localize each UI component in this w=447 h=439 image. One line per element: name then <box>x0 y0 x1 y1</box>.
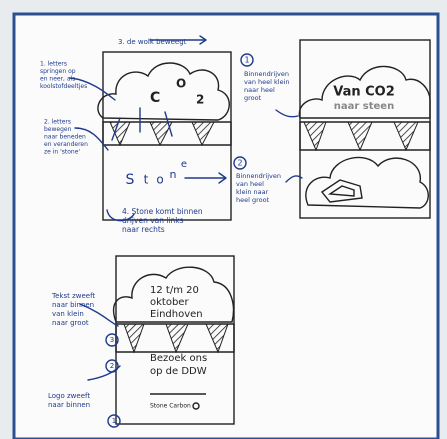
note: 2. letters <box>44 119 71 126</box>
note: groot <box>244 94 262 102</box>
marker: 1 <box>244 56 249 65</box>
paper <box>14 14 438 439</box>
sketch-page: 3. de wolk beweegt1. lettersspringen ope… <box>0 0 447 439</box>
note: van klein <box>52 310 84 318</box>
marker: 1 <box>112 417 116 425</box>
note: naar rechts <box>122 225 165 234</box>
box-text: op de DDW <box>150 366 207 377</box>
box-text: Bezoek ons <box>150 353 207 364</box>
note: 1. letters <box>40 61 67 68</box>
note: Binnendrijven <box>244 70 289 78</box>
note: 4. Stone komt binnen <box>122 207 203 216</box>
note: koolstofdeeltjes <box>40 83 87 90</box>
note: naar groot <box>52 319 89 327</box>
stone-letter: S <box>126 172 135 188</box>
headline: Van CO2 <box>333 85 395 100</box>
note: naar binnen <box>48 401 90 409</box>
note: Logo zweeft <box>48 392 90 400</box>
note: en veranderen <box>44 141 88 148</box>
cloud-letter: 2 <box>196 93 204 107</box>
logo: Stone Carbon <box>150 403 191 410</box>
stone-letter: t <box>144 173 149 187</box>
cloud-letter: C <box>150 90 160 106</box>
cloud-text: 12 t/m 20 <box>150 285 199 296</box>
note: naar beneden <box>44 134 86 141</box>
headline: naar steen <box>334 101 394 112</box>
stone-letter: o <box>156 173 163 187</box>
stone-letter: e <box>181 159 187 170</box>
cloud-letter: O <box>176 77 186 91</box>
note: Binnendrijven <box>236 172 281 180</box>
note: naar heel <box>244 86 275 94</box>
note: 3. de wolk beweegt <box>118 38 187 46</box>
note: drijven van links <box>122 216 184 225</box>
note: van heel <box>236 180 264 188</box>
cloud-text: oktober <box>150 297 189 308</box>
marker: 2 <box>110 362 114 370</box>
note: klein naar <box>236 188 269 196</box>
marker: 3 <box>110 336 114 344</box>
note: ze in 'stone' <box>44 149 80 156</box>
note: van heel klein <box>244 78 290 86</box>
note: naar binnen <box>52 301 94 309</box>
note: bewegen <box>44 126 72 133</box>
cloud-text: Eindhoven <box>150 309 203 320</box>
marker: 2 <box>237 159 242 168</box>
note: heel groot <box>236 196 270 204</box>
note: en neer, als <box>40 76 75 83</box>
note: Tekst zweeft <box>51 292 95 300</box>
stone-letter: n <box>170 168 177 181</box>
note: springen op <box>40 68 76 75</box>
